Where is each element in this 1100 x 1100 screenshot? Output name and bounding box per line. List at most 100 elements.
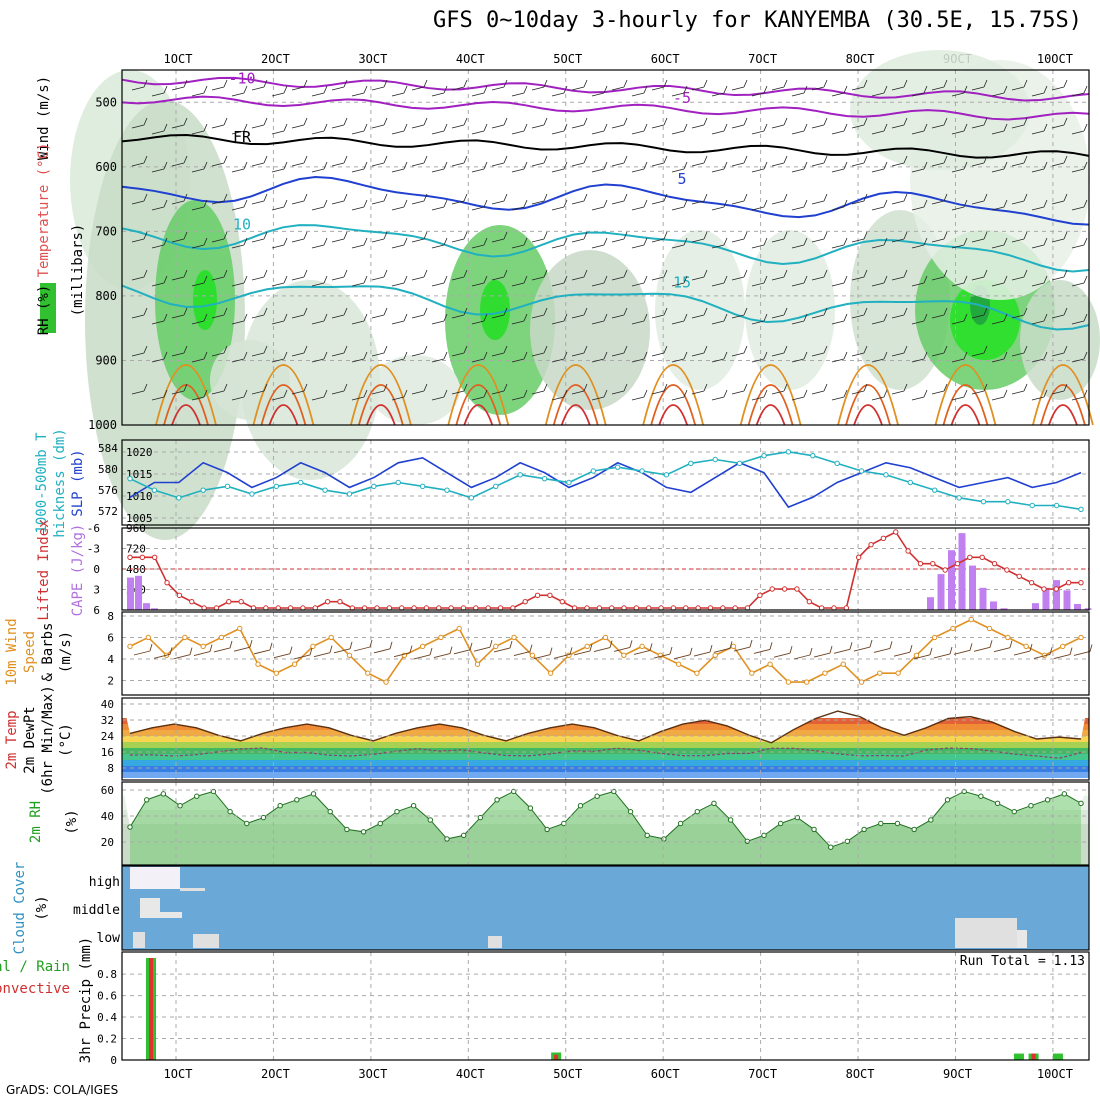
wind-barb xyxy=(831,85,848,97)
wind-barb xyxy=(851,269,868,281)
rh-point xyxy=(627,808,634,815)
rh-point xyxy=(127,824,133,830)
lifted-index-point xyxy=(1004,567,1010,573)
precip-convective-bar xyxy=(149,958,153,1060)
lifted-index-point xyxy=(226,598,232,605)
wind-barb xyxy=(891,155,908,167)
wind-barb xyxy=(511,351,528,363)
surface-wind-barb xyxy=(693,644,713,657)
wind-barb xyxy=(751,389,768,401)
lifted-index-point xyxy=(806,598,812,605)
wind-barb xyxy=(271,85,288,97)
lifted-index-point xyxy=(855,554,862,561)
wind-barb xyxy=(751,123,768,135)
wind-barb xyxy=(151,199,168,211)
surface-wind-barb xyxy=(1013,643,1033,656)
rh-point xyxy=(1044,797,1051,803)
lifted-index-point xyxy=(164,579,170,586)
rh-point xyxy=(277,803,283,809)
wind-barb xyxy=(611,345,628,357)
surface-wind-barb xyxy=(813,645,833,658)
warm-contour xyxy=(845,384,891,426)
wind-barb xyxy=(191,123,208,135)
wind-barb xyxy=(691,117,708,129)
wind-barb xyxy=(291,155,308,167)
wind-barb xyxy=(851,231,868,243)
wind-barb xyxy=(771,345,788,357)
wind-barb xyxy=(831,237,848,249)
wind-barb xyxy=(971,269,988,281)
wind-barb xyxy=(391,275,408,287)
wind-barb xyxy=(331,79,348,91)
wind-speed-point xyxy=(182,634,188,641)
rh-point xyxy=(727,817,734,823)
warm-contour xyxy=(942,384,989,426)
surface-wind-barb xyxy=(153,647,173,659)
slp-point xyxy=(297,479,304,486)
wind-barb xyxy=(391,237,408,249)
slp-point xyxy=(736,460,743,467)
y-tick-label-right: 1005 xyxy=(126,512,153,525)
slp-point xyxy=(663,472,670,478)
wind-speed-point xyxy=(493,643,499,650)
rh-point xyxy=(811,826,817,833)
slp-point xyxy=(834,460,840,467)
y-tick-label: 700 xyxy=(95,224,117,238)
wind-barb xyxy=(631,275,648,287)
wind-speed-point xyxy=(694,670,700,676)
wind-barb xyxy=(311,85,328,97)
wind-barb xyxy=(151,85,168,97)
wind-barb xyxy=(731,269,748,281)
slp-point xyxy=(176,495,182,501)
wind-barb xyxy=(1051,79,1068,91)
wind-barb xyxy=(251,155,268,167)
surface-wind-barb xyxy=(333,641,353,654)
wind-speed-point xyxy=(968,616,974,623)
wind-barb xyxy=(291,345,308,357)
warm-contour xyxy=(739,364,802,426)
wind-barb xyxy=(891,231,908,243)
y-tick-label: 60 xyxy=(101,784,114,797)
wind-barb xyxy=(351,199,368,211)
y-axis-label: 1000-500mb T xyxy=(34,432,50,534)
wind-speed-point xyxy=(1060,643,1066,650)
slp-point xyxy=(785,449,792,455)
wind-barb xyxy=(131,79,148,91)
rh-point xyxy=(694,808,700,815)
warm-contour xyxy=(171,404,201,426)
wind-barb xyxy=(171,79,188,91)
wind-barb xyxy=(811,345,828,357)
wind-barb xyxy=(591,275,608,287)
wind-barb xyxy=(991,351,1008,363)
y-axis-label: CAPE (J/kg) xyxy=(70,524,86,617)
wind-speed-point xyxy=(767,661,773,667)
wind-barb xyxy=(991,123,1008,135)
precip-total-bar xyxy=(1052,1053,1063,1060)
wind-barb xyxy=(311,237,328,249)
temperature-band xyxy=(122,730,1089,736)
wind-barb xyxy=(271,199,288,211)
temperature-band xyxy=(122,754,1089,760)
wind-barb xyxy=(311,313,328,325)
wind-barb xyxy=(771,269,788,281)
y-tick-label: 8 xyxy=(107,610,114,623)
wind-barb xyxy=(1011,79,1028,91)
wind-barb xyxy=(1071,85,1088,97)
wind-barb xyxy=(231,123,248,135)
rh-point xyxy=(327,808,333,815)
y-axis-label: hickness (dm) xyxy=(52,428,68,538)
wind-barb xyxy=(371,269,388,281)
rh-point xyxy=(177,803,183,809)
surface-wind-barb xyxy=(653,646,673,659)
wind-barb xyxy=(711,237,728,249)
wind-barb xyxy=(491,307,508,319)
wind-barb xyxy=(491,383,508,395)
wind-speed-point xyxy=(145,634,151,641)
wind-barb xyxy=(851,345,868,357)
wind-barb xyxy=(391,389,408,401)
wind-barb xyxy=(731,79,748,91)
slp-point xyxy=(956,495,962,501)
rh-shading xyxy=(745,230,835,390)
wind-barb xyxy=(791,85,808,97)
wind-barb xyxy=(431,123,448,135)
